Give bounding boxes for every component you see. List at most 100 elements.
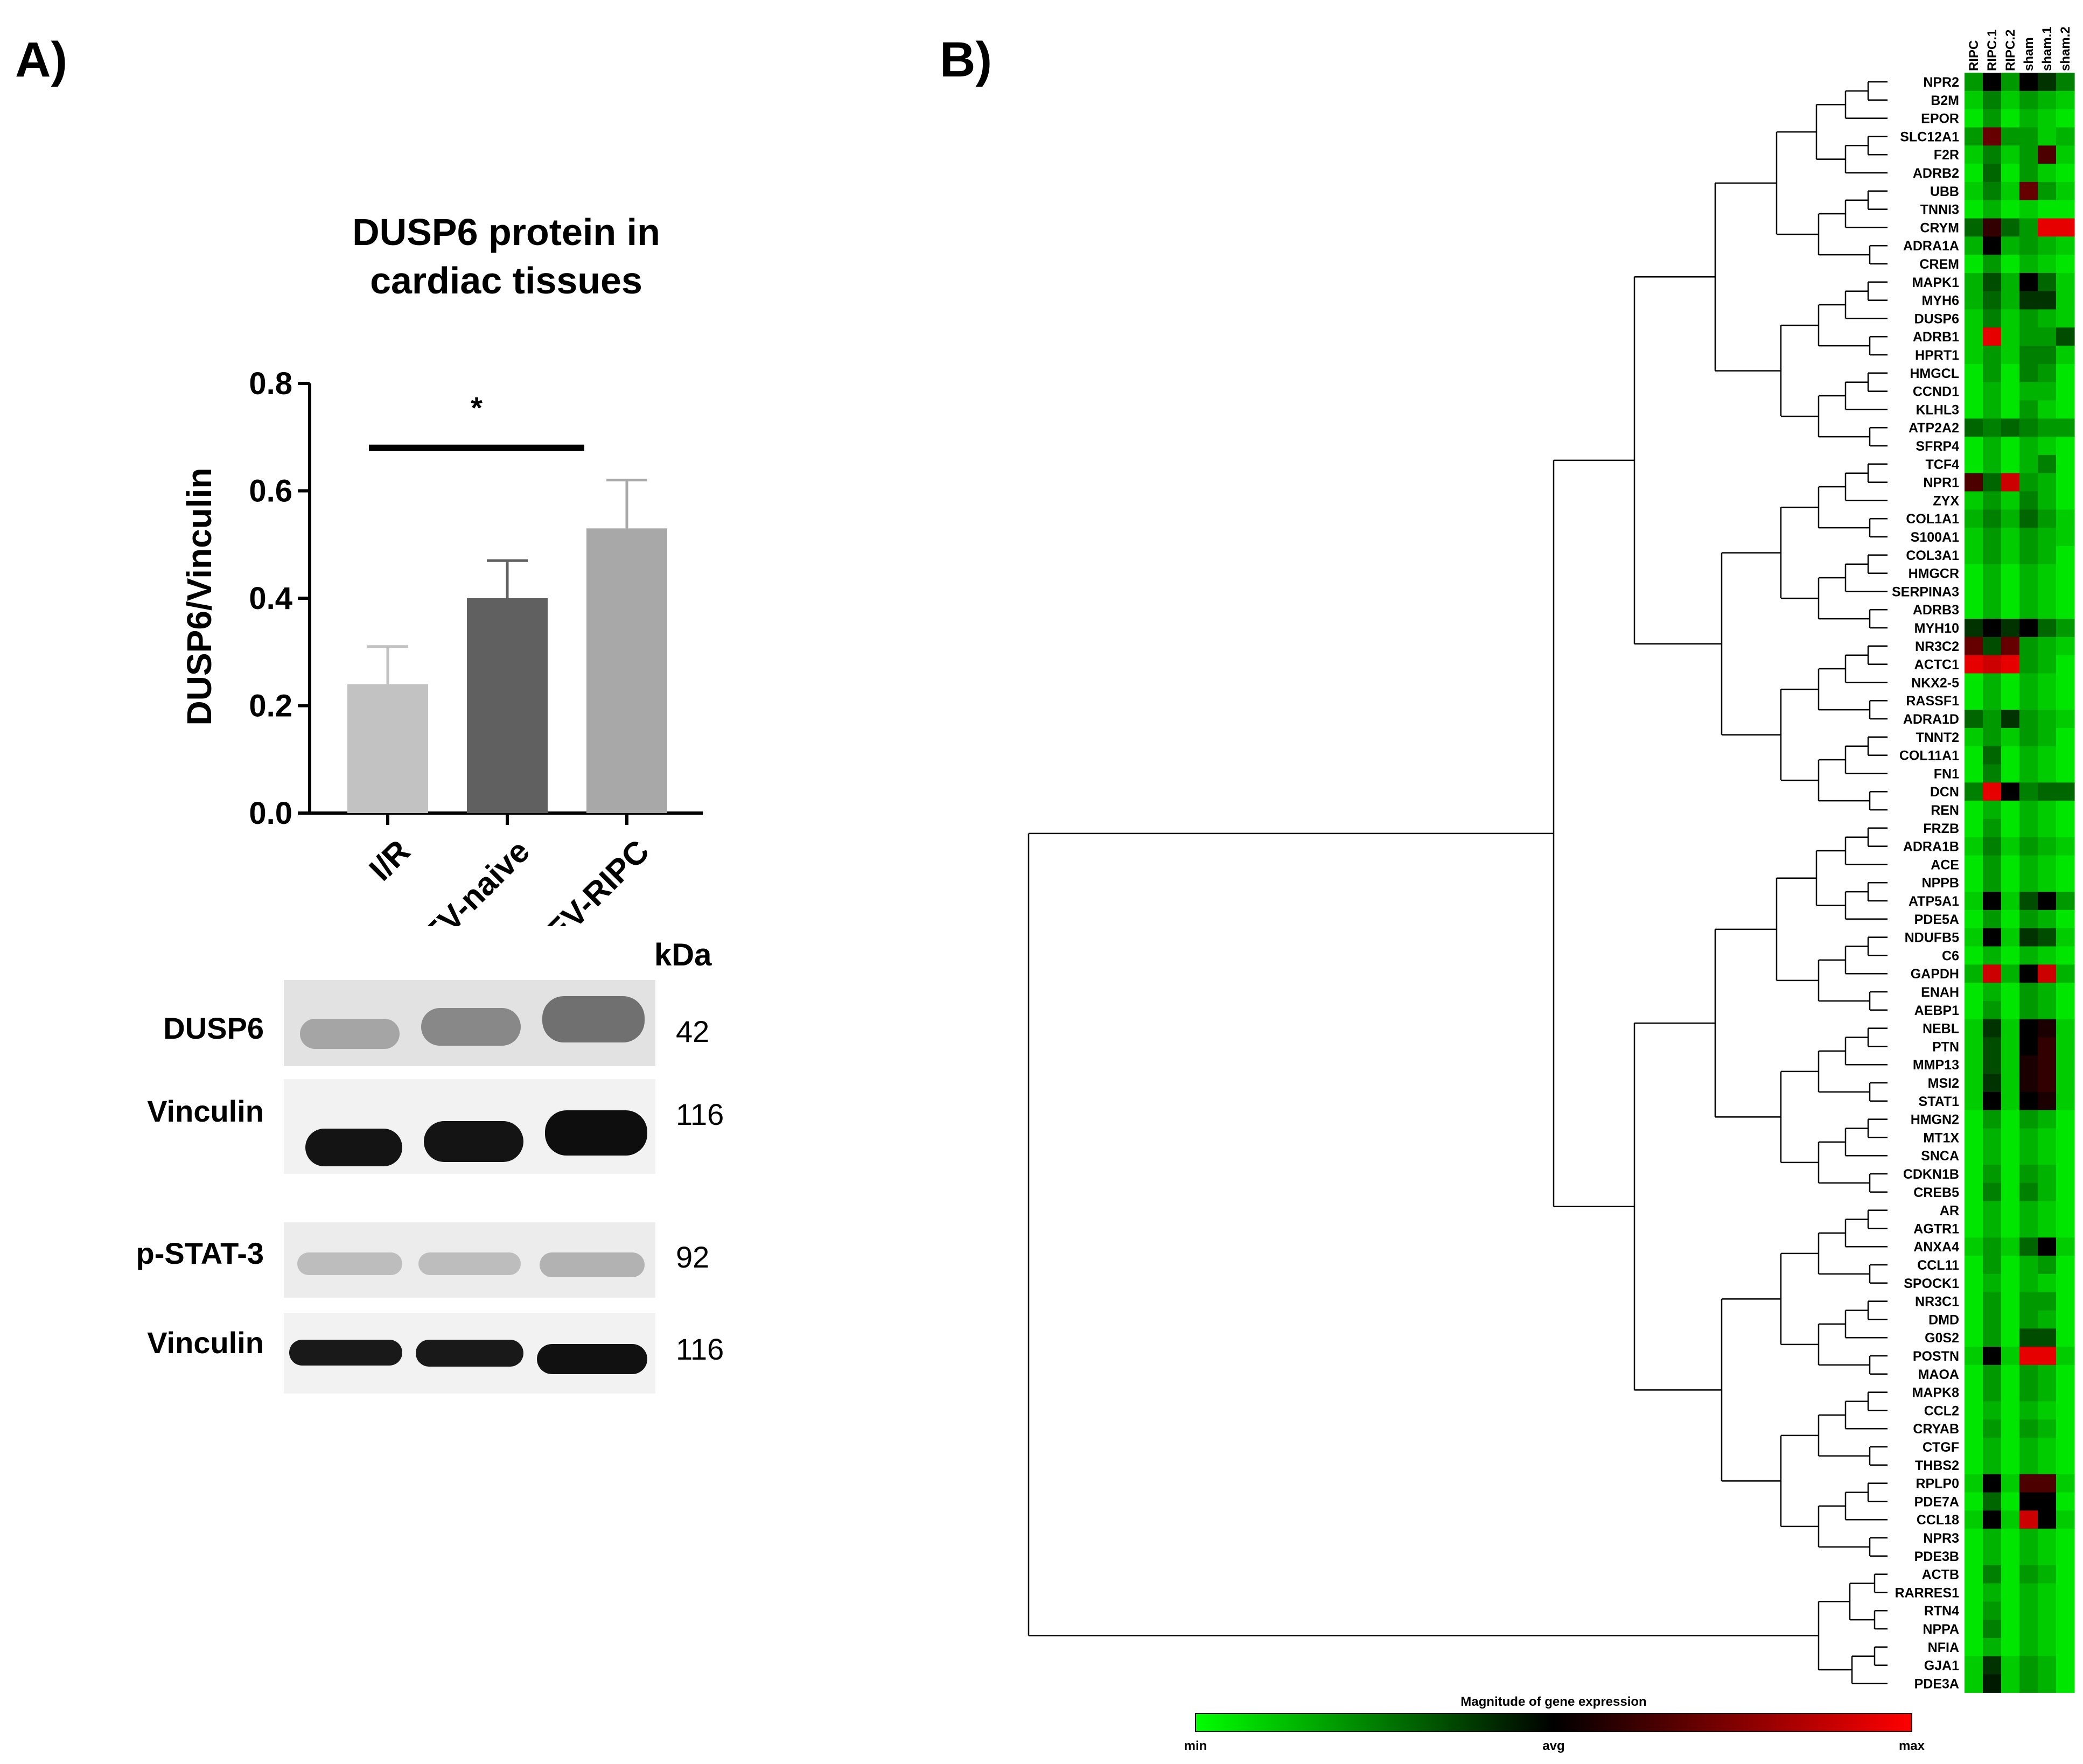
heatmap-cell xyxy=(2001,1455,2020,1475)
heatmap-cell xyxy=(1965,509,1983,528)
heatmap-cell xyxy=(2019,1273,2038,1293)
significance-label: * xyxy=(471,391,483,425)
gene-label: PDE3B xyxy=(1914,1549,1959,1564)
heatmap-cell xyxy=(1983,801,2002,820)
heatmap-cell xyxy=(2019,928,2038,947)
heatmap-cell xyxy=(1983,528,2002,547)
gene-label: PDE7A xyxy=(1914,1494,1959,1509)
heatmap-cell xyxy=(2038,909,2057,929)
heatmap-cell xyxy=(2001,291,2020,310)
gene-label: COL1A1 xyxy=(1906,512,1959,527)
heatmap-cell xyxy=(1965,655,1983,674)
bar-ev-ripc xyxy=(586,528,667,813)
heatmap-cell xyxy=(2019,1383,2038,1402)
heatmap-cell xyxy=(2019,636,2038,656)
heatmap-cell xyxy=(2038,619,2057,638)
heatmap-cell xyxy=(1983,218,2002,237)
gene-label: CREM xyxy=(1919,257,1959,272)
heatmap-cell xyxy=(1983,1438,2002,1457)
heatmap-cell xyxy=(1965,691,1983,710)
gene-label: RPLP0 xyxy=(1916,1476,1959,1492)
heatmap-cell xyxy=(2001,1364,2020,1384)
gene-label: ADRA1A xyxy=(1903,239,1959,254)
heatmap-cell xyxy=(2019,218,2038,237)
heatmap-cell xyxy=(2038,727,2057,747)
heatmap-cell xyxy=(1965,400,1983,419)
gene-label: CCL11 xyxy=(1917,1258,1959,1273)
heatmap-cell xyxy=(1983,1510,2002,1529)
gene-label: G0S2 xyxy=(1925,1331,1959,1346)
heatmap-cell xyxy=(1983,1601,2002,1620)
heatmap-cell xyxy=(2056,90,2075,110)
heatmap-cell xyxy=(2038,1529,2057,1548)
heatmap-cell xyxy=(2056,818,2075,838)
blot-strip-vinculin-2 xyxy=(284,1313,655,1394)
heatmap-cell xyxy=(2019,145,2038,164)
heatmap-cell xyxy=(1983,1091,2002,1111)
heatmap-cell xyxy=(2038,655,2057,674)
heatmap-cell xyxy=(2056,1419,2075,1438)
heatmap-cell xyxy=(1965,1310,1983,1329)
heatmap-cell xyxy=(2038,673,2057,692)
heatmap-cell xyxy=(2019,1000,2038,1020)
heatmap-cell xyxy=(2001,801,2020,820)
heatmap-cell xyxy=(2056,400,2075,419)
heatmap-cell xyxy=(1983,437,2002,456)
heatmap-cell xyxy=(2019,291,2038,310)
heatmap-cell xyxy=(1965,1383,1983,1402)
heatmap-cell xyxy=(1965,564,1983,583)
blot-label-dusp6: DUSP6 xyxy=(163,1011,264,1045)
heatmap-cell xyxy=(1983,691,2002,710)
heatmap-cell xyxy=(2038,545,2057,565)
heatmap-cell xyxy=(2038,1565,2057,1584)
heatmap-cell xyxy=(2019,727,2038,747)
heatmap-cell xyxy=(2019,892,2038,911)
heatmap-cell xyxy=(2056,746,2075,765)
heatmap-cell xyxy=(1983,1146,2002,1165)
heatmap-cell xyxy=(2056,727,2075,747)
heatmap-cell xyxy=(2038,509,2057,528)
gene-label: CCL2 xyxy=(1924,1403,1959,1418)
heatmap-cell xyxy=(2001,1201,2020,1220)
heatmap-cell xyxy=(2019,272,2038,292)
heatmap-cell xyxy=(2056,1273,2075,1293)
heatmap-cell xyxy=(1965,1091,1983,1111)
heatmap-cell xyxy=(2019,1037,2038,1056)
heatmap-cell xyxy=(2001,1256,2020,1275)
gene-label: MMP13 xyxy=(1913,1058,1959,1073)
heatmap-cell xyxy=(1965,873,1983,892)
heatmap-cell xyxy=(1983,1546,2002,1566)
heatmap-cell xyxy=(2056,1674,2075,1693)
heatmap-cell xyxy=(1965,437,1983,456)
heatmap-cell xyxy=(2056,582,2075,601)
heatmap-cell xyxy=(2056,1019,2075,1038)
heatmap-cell xyxy=(2001,1055,2020,1074)
heatmap-cell xyxy=(2019,782,2038,801)
heatmap-cell xyxy=(1983,382,2002,401)
heatmap-cell xyxy=(1965,1620,1983,1639)
heatmap-cell xyxy=(2038,964,2057,983)
heatmap-cell xyxy=(1983,818,2002,838)
heatmap-cell xyxy=(1965,983,1983,1002)
heatmap-cell xyxy=(2001,164,2020,183)
heatmap-cell xyxy=(2056,1455,2075,1475)
heatmap-cell xyxy=(2001,127,2020,146)
heatmap-cell xyxy=(2056,801,2075,820)
heatmap-cell xyxy=(1983,582,2002,601)
gene-label: SERPINA3 xyxy=(1892,584,1959,599)
scale-title: Magnitude of gene expression xyxy=(1460,1695,1646,1709)
heatmap-cell xyxy=(2056,382,2075,401)
heatmap-cell xyxy=(2056,710,2075,729)
band-dusp6-2 xyxy=(421,1008,521,1046)
heatmap-cell xyxy=(1965,1529,1983,1548)
gene-label: MAPK1 xyxy=(1912,275,1959,290)
gene-label: SLC12A1 xyxy=(1900,129,1959,144)
heatmap-cell xyxy=(2019,1110,2038,1129)
gene-label: MYH6 xyxy=(1922,293,1959,309)
gene-label: SPOCK1 xyxy=(1904,1276,1959,1291)
heatmap-cell xyxy=(2019,1419,2038,1438)
heatmap-cell xyxy=(1965,1292,1983,1311)
gene-label: PDE3A xyxy=(1914,1676,1959,1691)
gene-labels: NPR2 B2M EPOR SLC12A1 F2R ADRB2 UBB TNNI3 CRYM AD… xyxy=(1892,75,1959,1691)
